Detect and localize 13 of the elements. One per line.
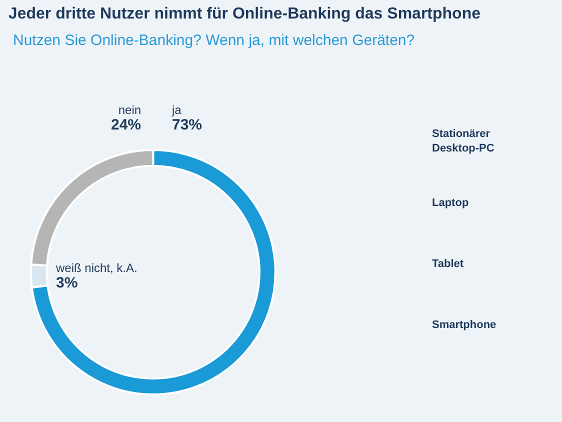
- chart-subtitle: Nutzen Sie Online-Banking? Wenn ja, mit welchen Geräten?: [13, 32, 415, 49]
- data-label: 73%: [172, 116, 202, 134]
- chart-title: Jeder dritte Nutzer nimmt für Online-Banking das Smartphone: [8, 5, 481, 22]
- data-label: 24%: [111, 116, 142, 134]
- donut-slice: [30, 148, 276, 396]
- slice-label: nein: [118, 103, 142, 117]
- slice-label: weiß nicht, k.A.: [55, 261, 138, 275]
- slice-label: ja: [171, 103, 182, 117]
- text: Laptop: [432, 197, 469, 209]
- text: Stationärer Desktop-PC: [432, 128, 494, 154]
- text: Smartphone: [432, 319, 496, 331]
- text: Tablet: [432, 258, 464, 270]
- data-label: 3%: [56, 274, 78, 292]
